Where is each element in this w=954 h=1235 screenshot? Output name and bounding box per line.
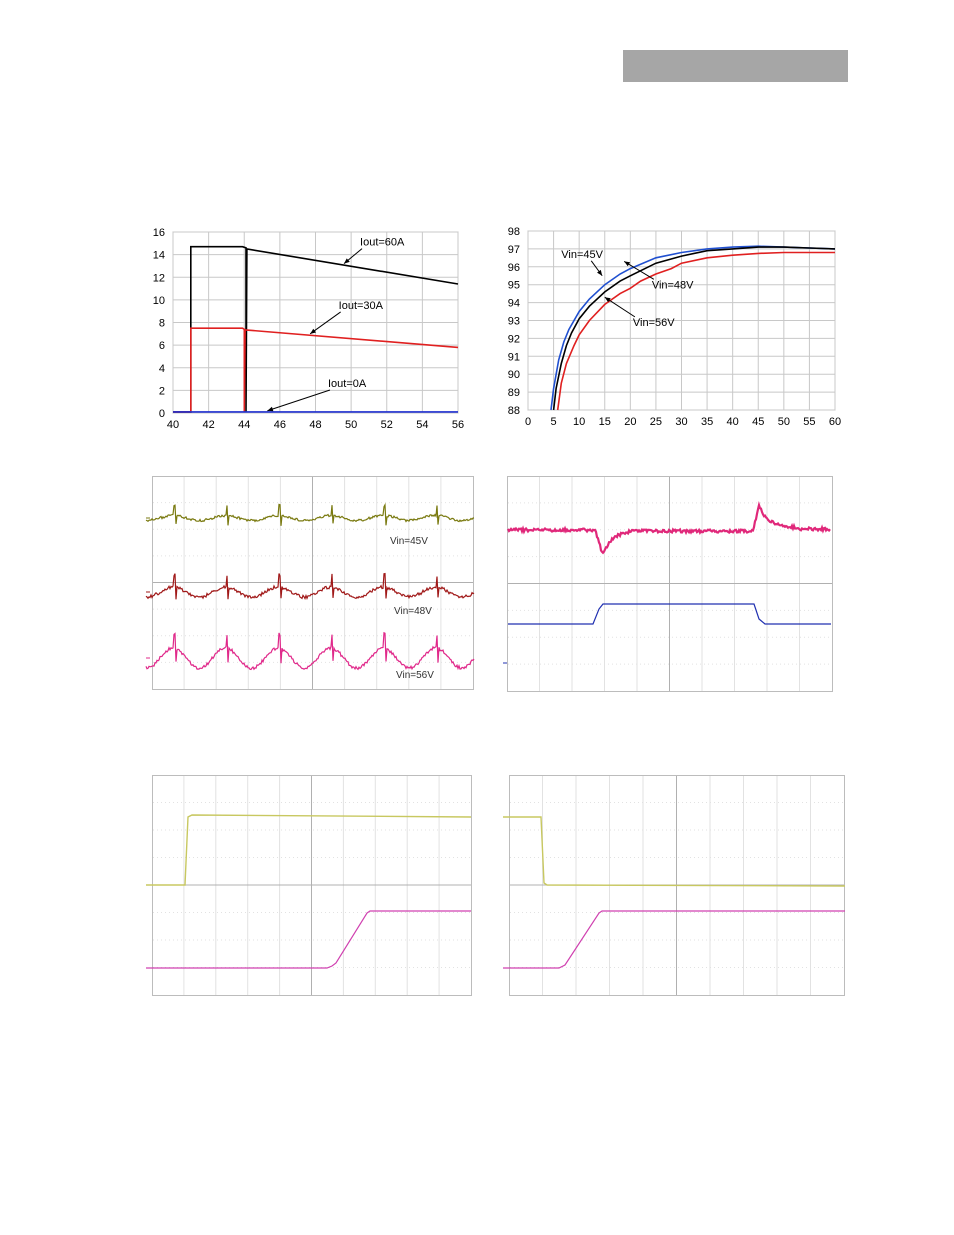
y-tick-label: 2	[159, 385, 165, 397]
y-tick-label: 90	[508, 369, 520, 381]
ripple-trace-3	[145, 631, 475, 671]
annotation-label: Iout=0A	[328, 378, 367, 390]
y-tick-label: 0	[159, 408, 165, 420]
y-tick-label: 8	[159, 318, 165, 330]
x-tick-label: 15	[599, 416, 611, 428]
x-tick-label: 42	[203, 419, 215, 431]
x-tick-label: 60	[829, 416, 841, 428]
step-down-trace	[503, 816, 846, 887]
scope-turn-on	[146, 775, 472, 996]
y-tick-label: 98	[508, 226, 520, 238]
x-tick-label: 44	[238, 419, 250, 431]
x-tick-label: 48	[309, 419, 321, 431]
annotation-arrowhead	[344, 258, 350, 264]
step-up-trace	[146, 814, 472, 886]
y-tick-label: 93	[508, 316, 520, 328]
y-tick-label: 4	[159, 363, 165, 375]
x-tick-label: 54	[416, 419, 428, 431]
x-tick-label: 45	[752, 416, 764, 428]
annotation-label: Iout=60A	[360, 237, 405, 249]
chart-iout-curves: 40 42 44 46 48 50 52 54 560246810121416Iout=60AI…	[153, 227, 464, 431]
x-tick-label: 50	[778, 416, 790, 428]
scope-plot-group: Vin=45V Vin=48V Vin=56V	[145, 476, 475, 690]
trace-label: Vin=48V	[394, 606, 432, 617]
x-tick-label: 35	[701, 416, 713, 428]
scope-plot-group	[503, 775, 846, 996]
y-tick-label: 95	[508, 280, 520, 292]
annotation-arrowhead	[624, 261, 631, 267]
y-tick-label: 89	[508, 387, 520, 399]
scope-enable	[503, 775, 846, 996]
annotation-arrow	[604, 296, 636, 318]
y-tick-label: 10	[153, 295, 165, 307]
y-tick-label: 96	[508, 262, 520, 274]
series-line-3	[556, 251, 835, 411]
x-tick-label: 30	[675, 416, 687, 428]
annotation-arrowhead	[597, 269, 603, 276]
trace-label: Vin=45V	[390, 536, 428, 547]
annotation-arrowhead	[310, 328, 317, 334]
annotation-label: Vin=45V	[561, 249, 603, 261]
x-tick-label: 40	[167, 419, 179, 431]
y-tick-label: 91	[508, 351, 520, 363]
ramp-up-trace	[503, 910, 845, 969]
ripple-trace-2	[145, 572, 475, 600]
chart-vin-curves: 0 5 10 15 20 25 30 35 40 45 50 55 60 88 89 90 91 92 93 94 95…	[508, 226, 841, 428]
x-tick-label: 46	[274, 419, 286, 431]
ripple-trace-1	[145, 502, 475, 526]
x-tick-label: 56	[452, 419, 464, 431]
y-tick-label: 97	[508, 244, 520, 256]
series-line-2	[552, 246, 836, 411]
x-tick-label: 10	[573, 416, 585, 428]
x-tick-label: 52	[381, 419, 393, 431]
header-bar	[623, 50, 848, 82]
y-tick-label: 6	[159, 340, 165, 352]
scope-plot-group	[146, 775, 472, 996]
y-tick-label: 16	[153, 227, 165, 239]
annotation-arrow	[267, 389, 331, 412]
annotation-arrowhead	[267, 406, 274, 412]
scope-transient	[503, 476, 833, 692]
x-tick-label: 55	[803, 416, 815, 428]
series-line-2	[173, 327, 459, 413]
annotation-label: Vin=56V	[633, 317, 675, 329]
annotation-label: Iout=30A	[339, 300, 384, 312]
x-tick-label: 20	[624, 416, 636, 428]
scope-ripple: Vin=45V Vin=48V Vin=56V	[145, 476, 475, 690]
annotation-arrow	[309, 311, 341, 335]
step-pulse-trace	[508, 603, 831, 625]
x-tick-label: 0	[525, 416, 531, 428]
x-tick-label: 5	[551, 416, 557, 428]
x-tick-label: 25	[650, 416, 662, 428]
ramp-up-trace	[146, 910, 471, 969]
y-tick-label: 92	[508, 333, 520, 345]
transient-trace	[507, 501, 831, 555]
y-tick-label: 94	[508, 298, 520, 310]
annotation-arrowhead	[604, 297, 611, 303]
trace-label: Vin=56V	[396, 670, 434, 681]
y-tick-label: 14	[153, 250, 165, 262]
y-tick-label: 88	[508, 405, 520, 417]
y-tick-label: 12	[153, 272, 165, 284]
x-tick-label: 50	[345, 419, 357, 431]
annotation-label: Vin=48V	[652, 279, 694, 291]
x-tick-label: 40	[727, 416, 739, 428]
annotation-arrow	[623, 261, 655, 280]
